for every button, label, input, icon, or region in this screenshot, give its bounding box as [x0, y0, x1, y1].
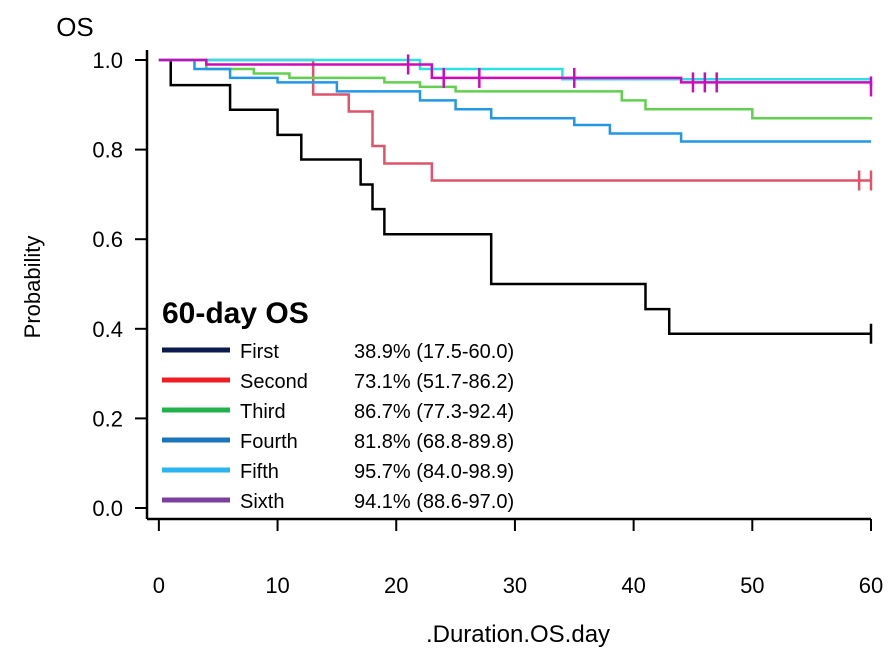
- legend-series-estimate: 86.7% (77.3-92.4): [354, 401, 514, 423]
- series-line-second: [158, 58, 871, 182]
- legend-series-name: Third: [240, 401, 286, 423]
- x-tick-label: 20: [384, 573, 408, 598]
- legend-series-name: Sixth: [240, 491, 284, 513]
- censor-marks: [406, 54, 873, 344]
- legend-series-estimate: 95.7% (84.0-98.9): [354, 461, 514, 483]
- chart-title: OS: [56, 12, 94, 42]
- y-tick-label: 0.2: [92, 406, 123, 431]
- x-tick-label: 30: [503, 573, 527, 598]
- series-line-sixth: [158, 58, 873, 87]
- x-tick-label: 0: [153, 573, 165, 598]
- series-line-third: [158, 58, 873, 120]
- legend-series-name: Fourth: [240, 431, 298, 453]
- series-line-fourth: [158, 58, 871, 143]
- legend-series-estimate: 81.8% (68.8-89.8): [354, 431, 514, 453]
- x-ticks: 0 10 20 30 40 50 60: [153, 519, 883, 598]
- legend-series-name: Second: [240, 371, 308, 393]
- x-axis-label: .Duration.OS.day: [426, 621, 610, 648]
- legend-title: 60-day OS: [162, 297, 309, 330]
- x-tick-label: 60: [859, 573, 883, 598]
- y-axis-label: Probability: [20, 236, 45, 339]
- legend: 60-day OS First 38.9% (17.5-60.0) Second 73…: [162, 297, 514, 513]
- legend-rows: First 38.9% (17.5-60.0) Second 73.1% (51.7-…: [162, 341, 514, 513]
- y-ticks: 0.0 0.2 0.4 0.6 0.8 1.0: [92, 48, 147, 521]
- y-tick-label: 0.4: [92, 317, 123, 342]
- legend-series-estimate: 94.1% (88.6-97.0): [354, 491, 514, 513]
- y-tick-label: 0.8: [92, 138, 123, 163]
- legend-series-name: Fifth: [240, 461, 279, 483]
- legend-series-name: First: [240, 341, 279, 363]
- legend-series-estimate: 73.1% (51.7-86.2): [354, 371, 514, 393]
- x-tick-label: 10: [265, 573, 289, 598]
- y-tick-label: 0.0: [92, 496, 123, 521]
- series-line-fifth: [158, 58, 871, 81]
- axes: [145, 50, 871, 521]
- series-line-first: [158, 58, 871, 335]
- x-tick-label: 40: [621, 573, 645, 598]
- y-tick-label: 1.0: [92, 48, 123, 73]
- series-lines: [158, 58, 873, 335]
- legend-series-estimate: 38.9% (17.5-60.0): [354, 341, 514, 363]
- x-tick-label: 50: [740, 573, 764, 598]
- y-tick-label: 0.6: [92, 227, 123, 252]
